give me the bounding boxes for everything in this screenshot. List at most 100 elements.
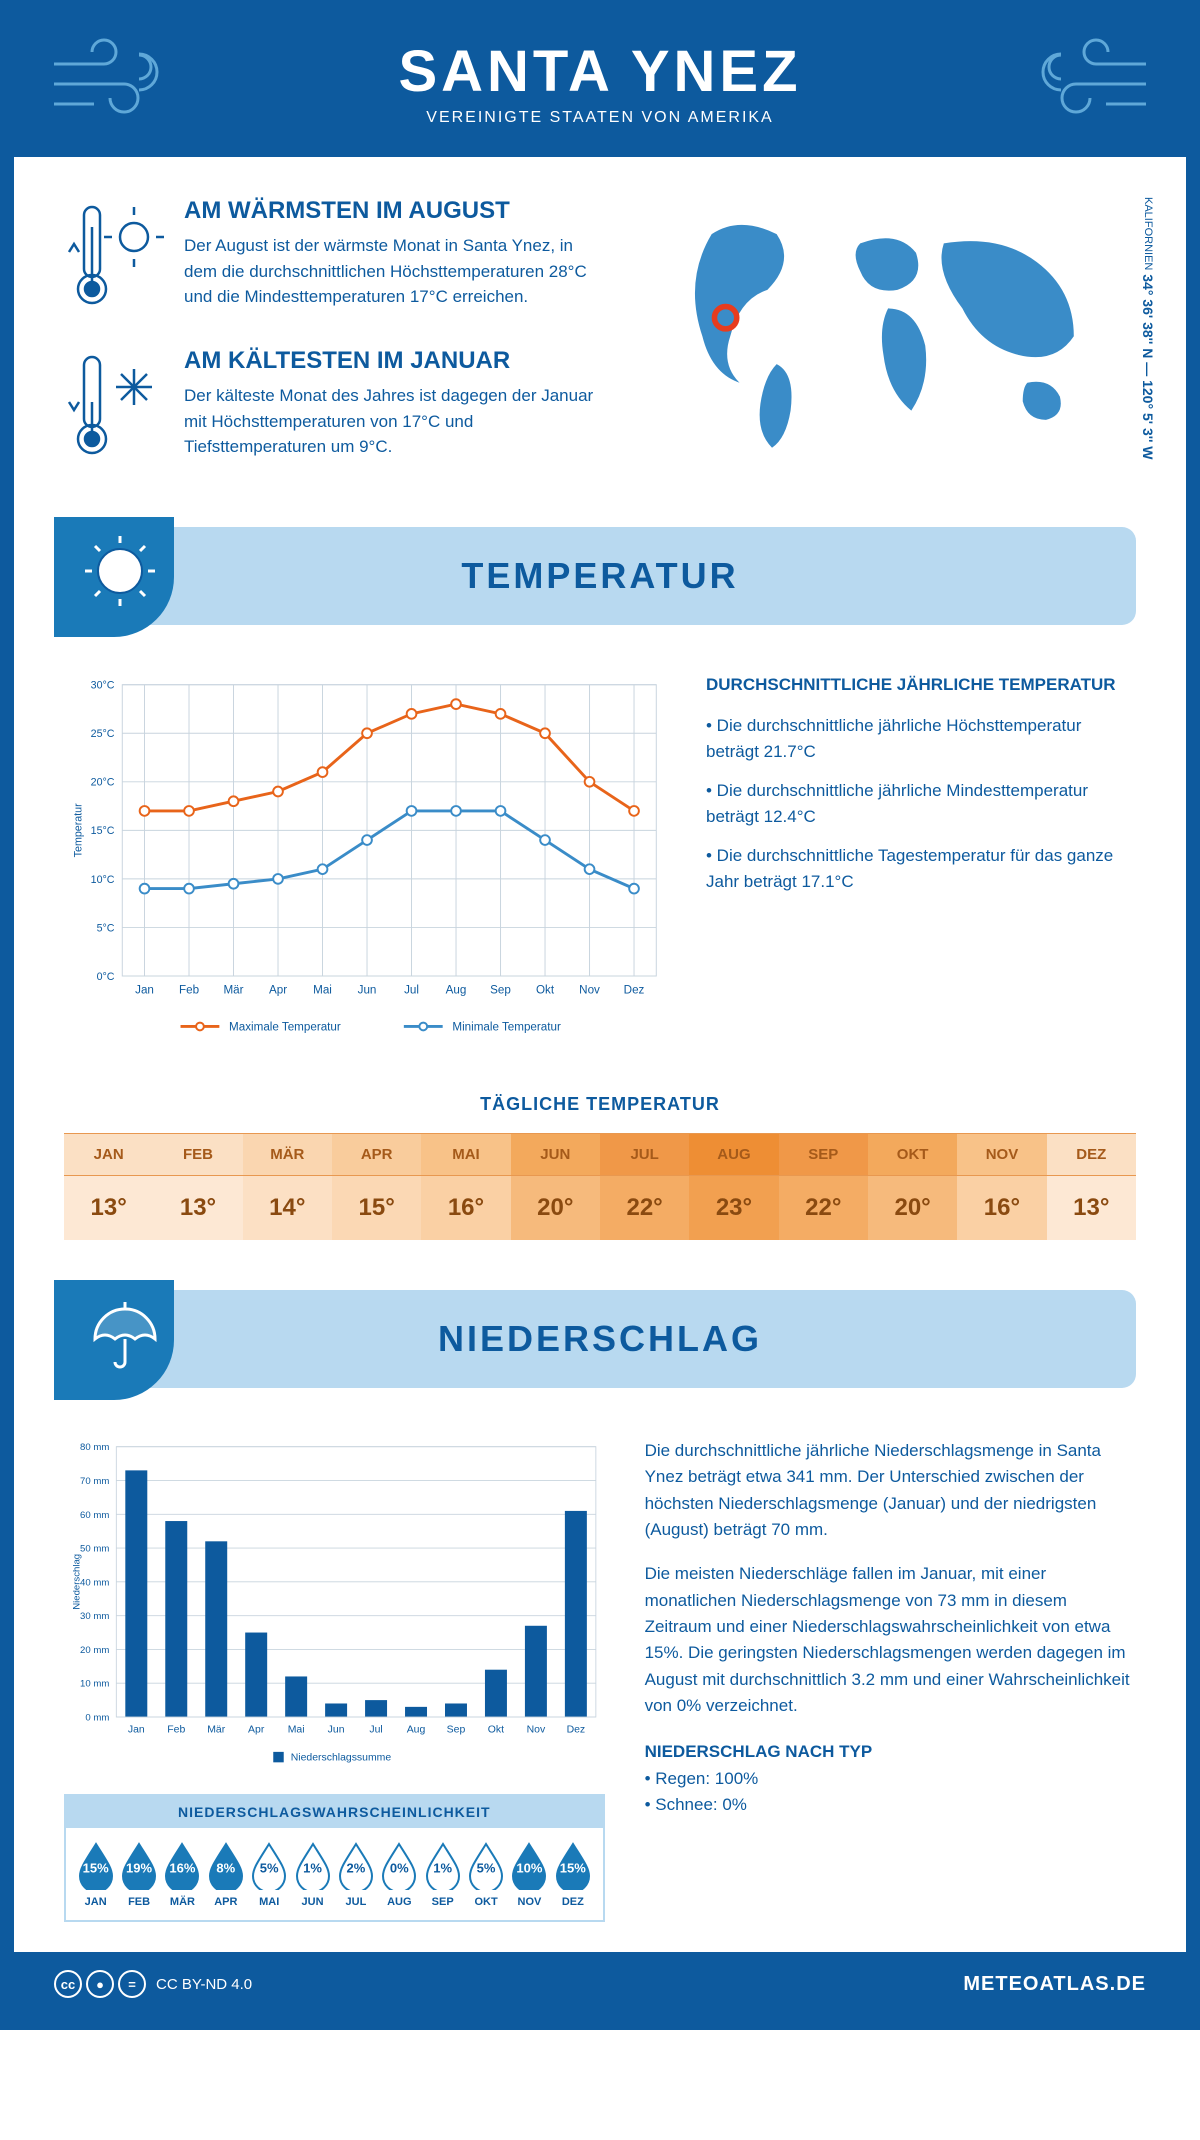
cc-icon: cc bbox=[54, 1970, 82, 1998]
svg-text:Apr: Apr bbox=[269, 983, 287, 996]
svg-text:Maximale Temperatur: Maximale Temperatur bbox=[229, 1020, 341, 1033]
world-map-icon bbox=[640, 197, 1136, 457]
svg-text:Okt: Okt bbox=[488, 1725, 504, 1736]
nd-icon: = bbox=[118, 1970, 146, 1998]
probability-cell: 0%AUG bbox=[378, 1840, 421, 1908]
umbrella-icon bbox=[80, 1294, 160, 1374]
daily-cell: AUG23° bbox=[689, 1133, 778, 1240]
svg-text:70 mm: 70 mm bbox=[80, 1476, 109, 1487]
warmest-block: AM WÄRMSTEN IM AUGUST Der August ist der… bbox=[64, 197, 610, 317]
svg-text:Aug: Aug bbox=[446, 983, 467, 996]
svg-text:60 mm: 60 mm bbox=[80, 1510, 109, 1521]
site-name: METEOATLAS.DE bbox=[963, 1973, 1146, 1996]
precipitation-title: NIEDERSCHLAG bbox=[64, 1318, 1136, 1360]
page-title: SANTA YNEZ bbox=[54, 38, 1146, 105]
daily-cell: JAN13° bbox=[64, 1133, 153, 1240]
svg-text:5°C: 5°C bbox=[97, 922, 115, 934]
svg-text:0°C: 0°C bbox=[97, 971, 115, 983]
svg-text:50 mm: 50 mm bbox=[80, 1544, 109, 1555]
cc-icons: cc ● = bbox=[54, 1970, 146, 1998]
svg-text:Sep: Sep bbox=[490, 983, 511, 996]
warmest-text: Der August ist der wärmste Monat in Sant… bbox=[184, 233, 610, 310]
svg-text:20°C: 20°C bbox=[91, 777, 115, 789]
svg-text:Okt: Okt bbox=[536, 983, 555, 996]
probability-cell: 5%MAI bbox=[248, 1840, 291, 1908]
precipitation-summary: Die durchschnittliche jährliche Niedersc… bbox=[645, 1438, 1136, 1922]
svg-text:Nov: Nov bbox=[579, 983, 600, 996]
info-section: AM WÄRMSTEN IM AUGUST Der August ist der… bbox=[14, 157, 1186, 527]
svg-text:Mär: Mär bbox=[223, 983, 243, 996]
svg-text:Temperatur: Temperatur bbox=[72, 803, 84, 857]
wind-icon bbox=[1026, 34, 1156, 124]
coordinates: KALIFORNIEN 34° 36' 38'' N — 120° 5' 3''… bbox=[1140, 197, 1156, 460]
svg-text:Jan: Jan bbox=[135, 983, 154, 996]
daily-cell: DEZ13° bbox=[1047, 1133, 1136, 1240]
svg-text:40 mm: 40 mm bbox=[80, 1577, 109, 1588]
svg-text:20 mm: 20 mm bbox=[80, 1645, 109, 1656]
probability-cell: 15%DEZ bbox=[551, 1840, 594, 1908]
temperature-header: TEMPERATUR bbox=[64, 527, 1136, 625]
svg-text:0 mm: 0 mm bbox=[85, 1712, 109, 1723]
svg-text:10°C: 10°C bbox=[91, 874, 115, 886]
daily-cell: APR15° bbox=[332, 1133, 421, 1240]
coldest-text: Der kälteste Monat des Jahres ist dagege… bbox=[184, 383, 610, 460]
daily-cell: SEP22° bbox=[779, 1133, 868, 1240]
daily-temp-table: JAN13°FEB13°MÄR14°APR15°MAI16°JUN20°JUL2… bbox=[64, 1133, 1136, 1240]
page-subtitle: VEREINIGTE STAATEN VON AMERIKA bbox=[54, 109, 1146, 127]
svg-text:Minimale Temperatur: Minimale Temperatur bbox=[452, 1020, 561, 1033]
temperature-title: TEMPERATUR bbox=[64, 555, 1136, 597]
svg-text:25°C: 25°C bbox=[91, 728, 115, 740]
precipitation-probability-box: NIEDERSCHLAGSWAHRSCHEINLICHKEIT 15%JAN19… bbox=[64, 1794, 605, 1922]
header: SANTA YNEZ VEREINIGTE STAATEN VON AMERIK… bbox=[14, 14, 1186, 157]
daily-cell: JUL22° bbox=[600, 1133, 689, 1240]
warmest-title: AM WÄRMSTEN IM AUGUST bbox=[184, 197, 610, 225]
svg-text:Jun: Jun bbox=[328, 1725, 345, 1736]
svg-text:30 mm: 30 mm bbox=[80, 1611, 109, 1622]
svg-text:Aug: Aug bbox=[407, 1725, 426, 1736]
daily-cell: MAI16° bbox=[421, 1133, 510, 1240]
thermometer-snow-icon bbox=[64, 347, 164, 467]
svg-text:Nov: Nov bbox=[527, 1725, 546, 1736]
svg-text:Feb: Feb bbox=[167, 1725, 185, 1736]
coldest-block: AM KÄLTESTEN IM JANUAR Der kälteste Mona… bbox=[64, 347, 610, 467]
daily-cell: OKT20° bbox=[868, 1133, 957, 1240]
svg-text:Niederschlag: Niederschlag bbox=[72, 1554, 83, 1610]
probability-cell: 2%JUL bbox=[334, 1840, 377, 1908]
svg-text:Jun: Jun bbox=[358, 983, 377, 996]
probability-cell: 15%JAN bbox=[74, 1840, 117, 1908]
daily-cell: MÄR14° bbox=[243, 1133, 332, 1240]
probability-cell: 10%NOV bbox=[508, 1840, 551, 1908]
daily-cell: FEB13° bbox=[153, 1133, 242, 1240]
svg-text:Apr: Apr bbox=[248, 1725, 265, 1736]
probability-cell: 1%SEP bbox=[421, 1840, 464, 1908]
probability-cell: 5%OKT bbox=[464, 1840, 507, 1908]
svg-text:80 mm: 80 mm bbox=[80, 1442, 109, 1453]
thermometer-sun-icon bbox=[64, 197, 164, 317]
svg-text:Niederschlagssumme: Niederschlagssumme bbox=[291, 1753, 392, 1764]
svg-text:Jul: Jul bbox=[404, 983, 419, 996]
svg-text:15°C: 15°C bbox=[91, 825, 115, 837]
svg-text:Mär: Mär bbox=[207, 1725, 226, 1736]
probability-cell: 8%APR bbox=[204, 1840, 247, 1908]
svg-text:Mai: Mai bbox=[288, 1725, 305, 1736]
coldest-title: AM KÄLTESTEN IM JANUAR bbox=[184, 347, 610, 375]
svg-text:Jul: Jul bbox=[369, 1725, 382, 1736]
probability-cell: 16%MÄR bbox=[161, 1840, 204, 1908]
svg-text:Dez: Dez bbox=[624, 983, 645, 996]
precipitation-chart: 0 mm10 mm20 mm30 mm40 mm50 mm60 mm70 mm8… bbox=[64, 1438, 605, 1769]
svg-text:Dez: Dez bbox=[567, 1725, 586, 1736]
footer: cc ● = CC BY-ND 4.0 METEOATLAS.DE bbox=[14, 1952, 1186, 2016]
svg-text:Sep: Sep bbox=[447, 1725, 466, 1736]
sun-icon bbox=[80, 531, 160, 611]
probability-cell: 19%FEB bbox=[117, 1840, 160, 1908]
daily-cell: NOV16° bbox=[957, 1133, 1046, 1240]
by-icon: ● bbox=[86, 1970, 114, 1998]
svg-text:Mai: Mai bbox=[313, 983, 332, 996]
temperature-summary: DURCHSCHNITTLICHE JÄHRLICHE TEMPERATUR •… bbox=[706, 675, 1136, 1044]
wind-icon bbox=[44, 34, 174, 124]
precipitation-header: NIEDERSCHLAG bbox=[64, 1290, 1136, 1388]
daily-cell: JUN20° bbox=[511, 1133, 600, 1240]
temperature-chart: 0°C5°C10°C15°C20°C25°C30°CJanFebMärAprMa… bbox=[64, 675, 666, 1044]
svg-text:30°C: 30°C bbox=[91, 680, 115, 692]
probability-cell: 1%JUN bbox=[291, 1840, 334, 1908]
